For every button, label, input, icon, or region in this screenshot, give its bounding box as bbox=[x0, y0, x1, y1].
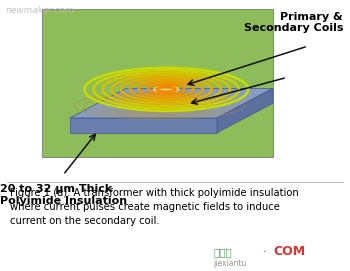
Text: 20 to 32 μm Thick
Polyimide Insulation: 20 to 32 μm Thick Polyimide Insulation bbox=[0, 184, 127, 206]
Ellipse shape bbox=[153, 86, 180, 93]
Text: COM: COM bbox=[273, 245, 305, 258]
Text: Figure 1 (a). A transformer with thick polyimide insulation
where current pulses: Figure 1 (a). A transformer with thick p… bbox=[10, 188, 299, 226]
Text: ·: · bbox=[262, 247, 266, 257]
Text: jiexiantu: jiexiantu bbox=[214, 259, 247, 268]
Text: newmaker.com: newmaker.com bbox=[5, 5, 74, 15]
Text: 接线图: 接线图 bbox=[214, 247, 232, 257]
Polygon shape bbox=[70, 118, 217, 133]
Text: Primary &
Secondary Coils: Primary & Secondary Coils bbox=[244, 12, 343, 33]
Polygon shape bbox=[42, 9, 273, 157]
Polygon shape bbox=[70, 88, 273, 118]
Polygon shape bbox=[217, 88, 273, 133]
